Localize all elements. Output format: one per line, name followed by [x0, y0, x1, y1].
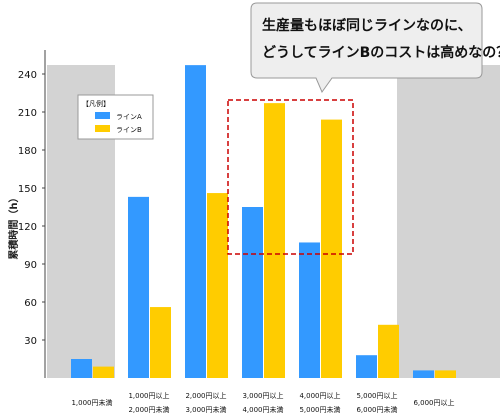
- shaded-region-6: [397, 65, 500, 378]
- y-tick-label: 150: [18, 184, 37, 195]
- x-category-label: 2,000円以上: [185, 391, 226, 400]
- bar-line-a-1: [128, 196, 149, 378]
- bar-line-b-2: [207, 193, 228, 378]
- callout-line-2: どうしてラインBのコストは高めなの？: [262, 44, 500, 61]
- bar-line-b-6: [435, 370, 456, 378]
- legend-box: [77, 94, 154, 140]
- x-category-label: 2,000円未満: [128, 405, 169, 414]
- x-category-label: 6,000円未満: [356, 405, 397, 414]
- legend-swatch-line-b: [95, 125, 110, 132]
- y-tick-label: 90: [24, 260, 37, 271]
- bar-line-a-2: [185, 65, 206, 378]
- bar-line-b-0: [93, 366, 114, 378]
- y-tick-label: 240: [18, 70, 37, 81]
- x-category-label: 3,000円未満: [185, 405, 226, 414]
- callout-line-1: 生産量もほぼ同じラインなのに、: [262, 17, 472, 34]
- speech-bubble-shape: [250, 2, 483, 94]
- x-category-label: 1,000円未満: [71, 398, 112, 407]
- speech-bubble: 生産量もほぼ同じラインなのに、 どうしてラインBのコストは高めなの？: [250, 2, 500, 94]
- bar-line-b-1: [150, 307, 171, 378]
- x-category-label: 5,000円以上: [356, 391, 397, 400]
- y-tick-label: 30: [24, 336, 37, 347]
- x-category-label: 4,000円以上: [299, 391, 340, 400]
- bar-line-b-3: [264, 103, 285, 378]
- bar-line-a-5: [356, 355, 377, 378]
- x-category-label: 6,000円以上: [413, 398, 454, 407]
- legend-label-line-b: ラインB: [116, 126, 142, 134]
- y-tick-label: 180: [18, 146, 37, 157]
- y-tick-label: 120: [18, 222, 37, 233]
- x-category-label: 4,000円未満: [242, 405, 283, 414]
- y-axis-label: 累積時間（h）: [7, 192, 20, 259]
- legend-swatch-line-a: [95, 112, 110, 119]
- y-tick-label: 60: [24, 298, 37, 309]
- legend-label-line-a: ラインA: [116, 113, 142, 121]
- bar-line-a-6: [413, 370, 434, 378]
- x-category-label: 3,000円以上: [242, 391, 283, 400]
- legend: 【凡例】 ラインA ラインB: [77, 94, 154, 140]
- highlight-box: [227, 99, 354, 255]
- bar-line-a-3: [242, 207, 263, 378]
- x-category-label: 5,000円未満: [299, 405, 340, 414]
- bar-line-b-4: [321, 119, 342, 378]
- bar-line-a-0: [71, 359, 92, 378]
- legend-title: 【凡例】: [82, 99, 110, 108]
- bar-line-b-5: [378, 324, 399, 378]
- x-category-label: 1,000円以上: [128, 391, 169, 400]
- y-tick-label: 210: [18, 108, 37, 119]
- bar-line-a-4: [299, 242, 320, 378]
